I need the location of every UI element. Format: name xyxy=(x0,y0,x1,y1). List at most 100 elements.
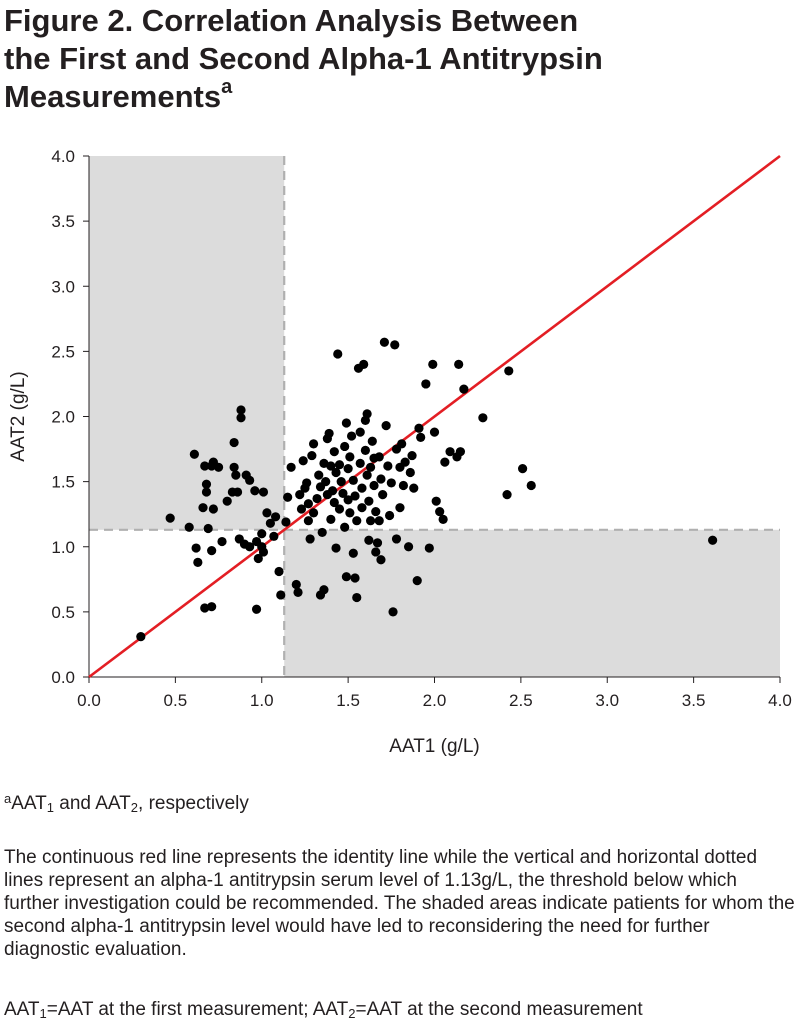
data-point xyxy=(229,462,239,472)
footnote-sub-2: 2 xyxy=(130,800,139,815)
footnote-sub-1: 1 xyxy=(46,800,55,815)
data-point xyxy=(257,529,267,539)
data-point xyxy=(340,441,350,452)
data-point xyxy=(455,447,466,457)
data-point xyxy=(200,461,210,471)
data-point xyxy=(331,467,341,478)
y-tick-label: 0.5 xyxy=(51,603,75,622)
data-point xyxy=(338,488,348,498)
data-point xyxy=(321,477,331,487)
data-point xyxy=(372,538,383,548)
data-point xyxy=(409,483,419,493)
data-point xyxy=(207,602,217,612)
data-point xyxy=(384,510,395,521)
data-point xyxy=(307,450,317,461)
data-point xyxy=(245,542,255,552)
data-point xyxy=(374,452,384,462)
data-point xyxy=(327,486,338,496)
data-point xyxy=(424,543,434,553)
data-point xyxy=(331,543,341,553)
data-point xyxy=(438,514,448,524)
identity-line-group xyxy=(88,154,781,679)
data-point xyxy=(312,493,322,504)
data-point xyxy=(217,536,227,547)
threshold-lines xyxy=(89,156,780,677)
data-point xyxy=(362,470,372,480)
data-point xyxy=(445,447,455,457)
data-point xyxy=(355,427,365,437)
y-tick-label: 4.0 xyxy=(51,147,75,166)
title-line-3: Measurementsa xyxy=(4,77,794,116)
shaded-region-2 xyxy=(284,529,780,677)
data-point xyxy=(236,413,246,423)
shaded-region-1 xyxy=(89,156,285,530)
data-point xyxy=(348,475,358,485)
data-point xyxy=(376,555,386,565)
data-point xyxy=(359,359,369,369)
data-point xyxy=(229,437,239,448)
data-point xyxy=(341,418,351,428)
data-point xyxy=(184,522,194,532)
data-point xyxy=(213,462,224,472)
data-point xyxy=(308,439,319,449)
caption-text: The continuous red line represents the i… xyxy=(4,847,795,960)
data-point xyxy=(352,516,362,526)
data-point xyxy=(276,590,286,600)
data-point xyxy=(407,450,417,461)
data-point xyxy=(364,496,374,506)
data-point xyxy=(286,462,296,472)
y-tick-label: 2.5 xyxy=(51,342,75,361)
data-point xyxy=(367,436,377,446)
data-point xyxy=(390,340,400,350)
data-point xyxy=(341,572,351,582)
data-point xyxy=(365,516,376,526)
data-point xyxy=(391,534,402,544)
x-tick-label: 3.5 xyxy=(682,691,706,710)
abbreviations: AAT1=AAT at the first measurement; AAT2=… xyxy=(4,998,796,1021)
data-point xyxy=(346,431,357,441)
x-axis-label: AAT1 (g/L) xyxy=(389,736,479,757)
data-point xyxy=(386,478,396,488)
data-point xyxy=(236,405,246,415)
data-points xyxy=(136,337,718,642)
data-point xyxy=(222,496,232,506)
data-point xyxy=(365,462,376,472)
y-tick-label: 1.0 xyxy=(51,538,75,557)
data-point xyxy=(414,423,424,433)
footnote-part-1: AAT xyxy=(11,793,47,814)
data-point xyxy=(379,337,390,347)
data-point xyxy=(253,553,263,564)
data-point xyxy=(258,547,269,557)
data-point xyxy=(352,592,362,603)
data-point xyxy=(193,557,203,567)
data-point xyxy=(345,452,355,462)
data-point xyxy=(200,603,210,613)
abbrev-part-2: =AAT at the first measurement; AAT xyxy=(46,999,349,1020)
shaded-regions xyxy=(89,156,780,677)
data-point xyxy=(136,632,146,642)
data-point xyxy=(369,480,379,491)
figure-caption: The continuous red line represents the i… xyxy=(4,846,796,961)
data-point xyxy=(329,497,339,508)
data-point xyxy=(189,449,199,459)
data-point xyxy=(165,513,175,523)
data-point xyxy=(281,517,291,527)
data-point xyxy=(429,427,440,437)
data-point xyxy=(265,518,275,528)
data-point xyxy=(431,496,441,506)
footnote-part-3: , respectively xyxy=(138,793,249,814)
y-tick-label: 3.5 xyxy=(51,212,75,231)
data-point xyxy=(262,508,272,518)
data-point xyxy=(319,585,329,595)
data-point xyxy=(203,523,213,534)
data-point xyxy=(314,470,324,480)
data-point xyxy=(308,508,319,518)
title-line-3-text: Measurements xyxy=(4,79,222,114)
data-point xyxy=(191,543,201,553)
data-point xyxy=(435,506,445,517)
data-point xyxy=(345,508,355,518)
data-point xyxy=(231,470,241,480)
data-point xyxy=(250,486,260,496)
abbrev-part-3: =AAT at the second measurement xyxy=(355,999,643,1020)
data-point xyxy=(343,495,353,505)
